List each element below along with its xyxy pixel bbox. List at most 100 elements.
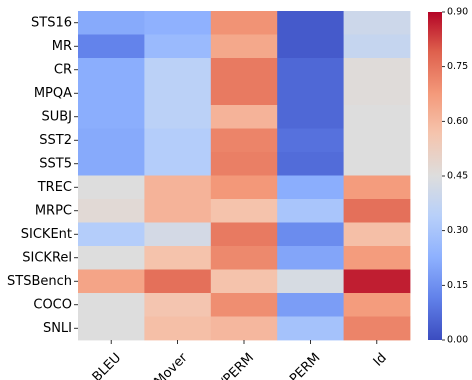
heatmap-cell bbox=[144, 34, 212, 59]
heatmap-cell bbox=[343, 199, 411, 223]
heatmap-cell bbox=[144, 128, 212, 153]
colorbar-tick-label: 0.60 bbox=[447, 116, 468, 127]
row-tick-label: SICKEnt bbox=[21, 227, 72, 242]
heatmap-cell bbox=[210, 58, 278, 82]
heatmap-cell bbox=[144, 246, 212, 270]
heatmap-cell bbox=[144, 152, 212, 176]
colorbar-tick-label: 0.90 bbox=[447, 7, 468, 18]
heatmap-cell bbox=[277, 58, 344, 82]
heatmap-cell bbox=[144, 105, 212, 129]
heatmap-cells bbox=[78, 11, 411, 341]
heatmap-cell bbox=[277, 246, 344, 270]
heatmap-cell bbox=[210, 34, 278, 59]
heatmap-cell bbox=[343, 222, 411, 247]
row-tick-label: TREC bbox=[37, 180, 72, 195]
heatmap-cell bbox=[277, 316, 344, 341]
row-tick-label: MPQA bbox=[34, 86, 72, 101]
colorbar-tick-label: 0.00 bbox=[447, 335, 468, 346]
row-tick-label: SICKRel bbox=[22, 250, 72, 265]
heatmap-cell bbox=[210, 81, 278, 106]
heatmap-cell bbox=[144, 269, 212, 294]
heatmap-cell bbox=[343, 58, 411, 82]
colorbar-tick-label: 0.45 bbox=[447, 171, 468, 182]
heatmap-cell bbox=[78, 199, 145, 223]
heatmap-cell bbox=[78, 293, 145, 317]
heatmap-cell bbox=[144, 222, 212, 247]
row-tick-labels: STS16 MR CR MPQA SUBJ SST2 SST5 TREC MRPC SICKEnt… bbox=[7, 15, 78, 336]
heatmap-cell bbox=[144, 316, 212, 341]
heatmap-cell bbox=[277, 105, 344, 129]
heatmap-cell bbox=[78, 128, 145, 153]
heatmap-cell bbox=[144, 81, 212, 106]
heatmap-cell bbox=[210, 199, 278, 223]
heatmap-cell bbox=[78, 152, 145, 176]
heatmap-cell bbox=[78, 246, 145, 270]
heatmap-cell bbox=[277, 81, 344, 106]
heatmap-cell bbox=[277, 152, 344, 176]
row-tick-label: SST2 bbox=[39, 133, 72, 148]
row-tick-label: SNLI bbox=[43, 321, 72, 336]
heatmap-cell bbox=[210, 105, 278, 129]
heatmap-cell bbox=[343, 316, 411, 341]
colorbar-tick-label: 0.75 bbox=[447, 61, 468, 72]
heatmap-cell bbox=[210, 293, 278, 317]
heatmap-cell bbox=[343, 128, 411, 153]
heatmap-cell bbox=[210, 269, 278, 294]
column-tick-label: BLEU bbox=[90, 350, 125, 380]
heatmap-cell bbox=[78, 105, 145, 129]
heatmap-cell bbox=[144, 293, 212, 317]
heatmap-cell bbox=[144, 11, 212, 35]
heatmap-cell bbox=[78, 81, 145, 106]
heatmap-cell bbox=[210, 246, 278, 270]
column-tick-label: Id/PERM bbox=[209, 350, 257, 380]
row-tick-label: COCO bbox=[33, 297, 72, 312]
column-tick-label: PERM bbox=[287, 350, 323, 380]
heatmap-cell bbox=[78, 316, 145, 341]
heatmap-cell bbox=[144, 58, 212, 82]
heatmap-cell bbox=[144, 199, 212, 223]
heatmap-cell bbox=[277, 222, 344, 247]
heatmap-cell bbox=[343, 246, 411, 270]
row-tick-label: STSBench bbox=[7, 274, 72, 289]
heatmap-cell bbox=[210, 222, 278, 247]
colorbar-tick-label: 0.15 bbox=[447, 280, 468, 291]
heatmap-cell bbox=[210, 152, 278, 176]
heatmap-cell bbox=[210, 175, 278, 200]
column-tick-label: Id bbox=[371, 350, 390, 369]
heatmap-cell bbox=[78, 11, 145, 35]
heatmap-cell bbox=[78, 58, 145, 82]
heatmap-cell bbox=[277, 11, 344, 35]
heatmap-cell bbox=[277, 128, 344, 153]
heatmap-cell bbox=[343, 152, 411, 176]
colorbar-tick-label: 0.30 bbox=[447, 225, 468, 236]
heatmap-cell bbox=[78, 175, 145, 200]
row-tick-label: SST5 bbox=[39, 156, 72, 171]
heatmap-cell bbox=[343, 11, 411, 35]
colorbar-gradient bbox=[428, 12, 442, 340]
heatmap-cell bbox=[78, 269, 145, 294]
row-tick-label: MR bbox=[52, 39, 72, 54]
heatmap-cell bbox=[277, 175, 344, 200]
heatmap-cell bbox=[343, 34, 411, 59]
row-tick-label: SUBJ bbox=[41, 109, 72, 124]
row-tick-label: MRPC bbox=[35, 203, 72, 218]
heatmap-cell bbox=[277, 34, 344, 59]
heatmap-cell bbox=[343, 293, 411, 317]
heatmap-cell bbox=[78, 222, 145, 247]
row-tick-label: CR bbox=[54, 62, 72, 77]
colorbar: 0.00 0.15 0.30 0.45 0.60 0.75 0.90 bbox=[428, 7, 468, 346]
column-tick-label: Mover bbox=[152, 350, 191, 380]
heatmap-cell bbox=[343, 81, 411, 106]
heatmap-cell bbox=[277, 293, 344, 317]
heatmap-cell bbox=[343, 269, 411, 294]
heatmap-cell bbox=[144, 175, 212, 200]
heatmap-cell bbox=[210, 128, 278, 153]
column-tick-labels: BLEU Mover Id/PERM PERM Id bbox=[90, 340, 390, 380]
heatmap-cell bbox=[277, 199, 344, 223]
heatmap-cell bbox=[78, 34, 145, 59]
row-tick-label: STS16 bbox=[31, 15, 72, 30]
heatmap-cell bbox=[343, 105, 411, 129]
heatmap-cell bbox=[210, 316, 278, 341]
heatmap-cell bbox=[277, 269, 344, 294]
